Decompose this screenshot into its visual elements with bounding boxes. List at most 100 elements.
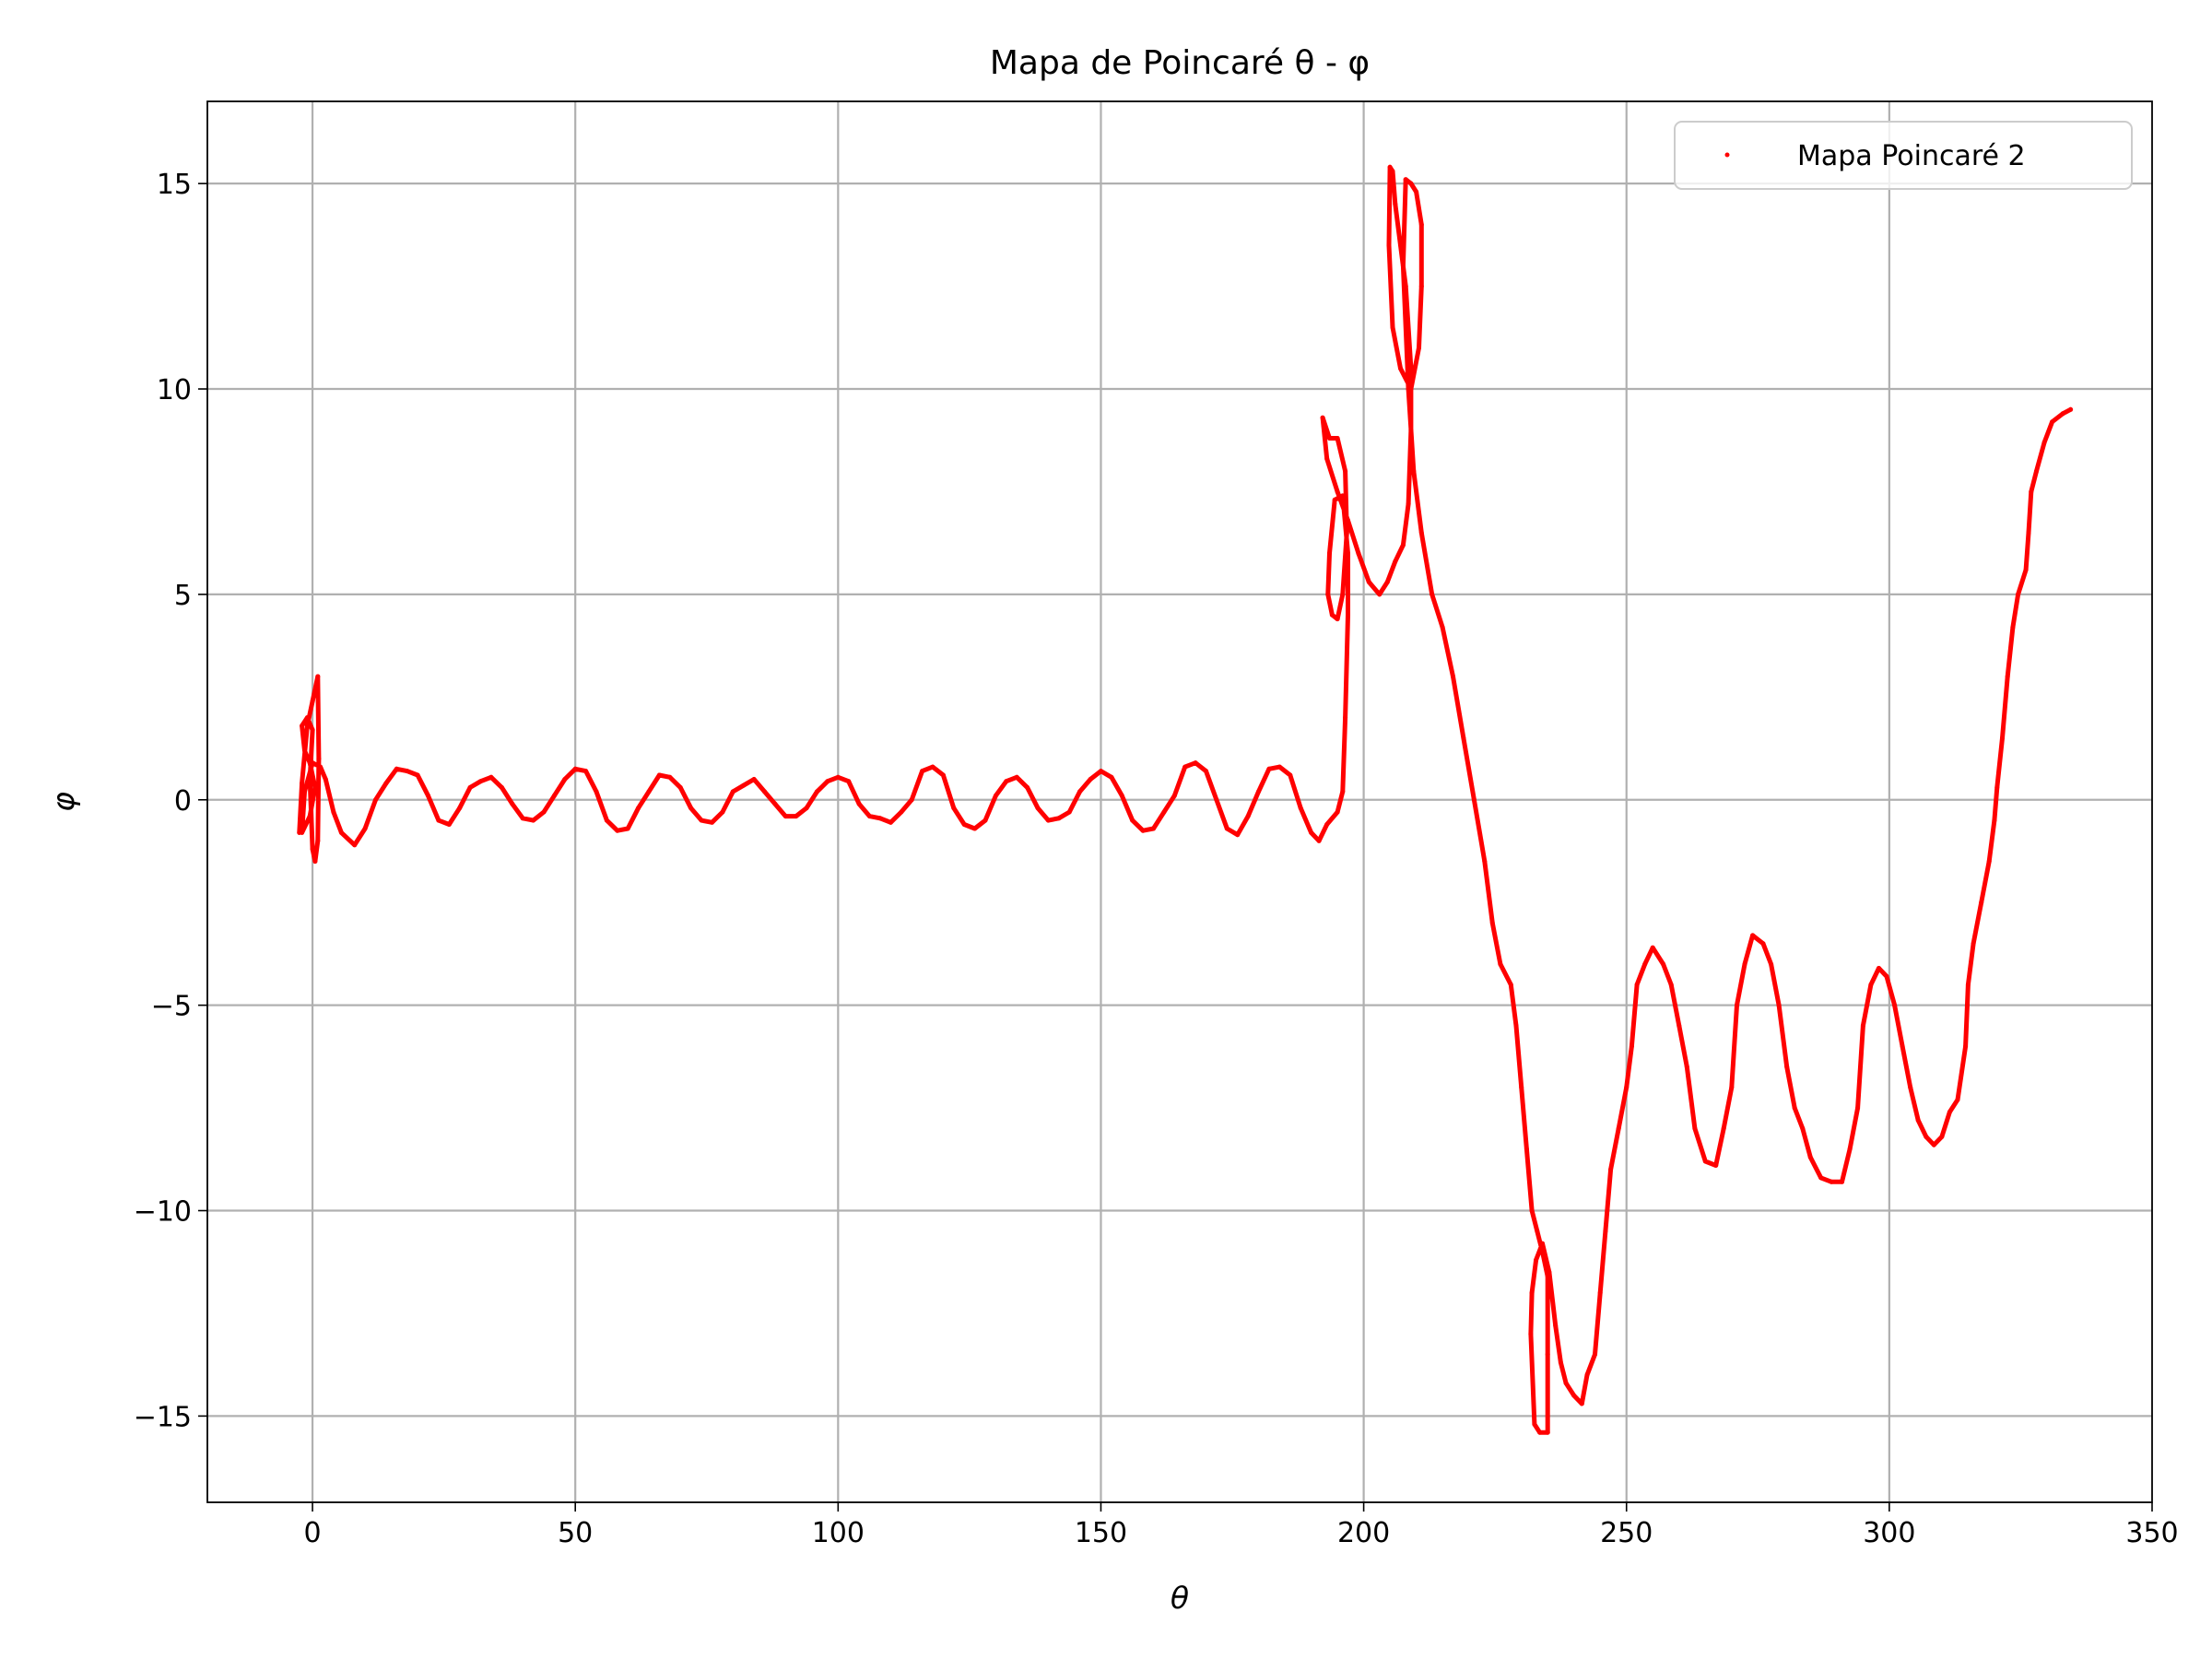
data-point xyxy=(710,819,714,825)
data-point xyxy=(762,789,767,794)
data-point xyxy=(1584,1372,1590,1378)
data-point xyxy=(1324,456,1330,462)
data-point xyxy=(1245,814,1251,819)
data-point xyxy=(1818,1175,1824,1181)
data-point xyxy=(867,814,872,819)
data-point xyxy=(1884,973,1889,979)
data-point xyxy=(1900,1043,1905,1049)
plot-frame xyxy=(206,100,2153,1503)
data-point xyxy=(415,772,420,778)
data-point xyxy=(1408,428,1414,433)
x-tick-label: 100 xyxy=(812,1517,865,1549)
data-point xyxy=(1519,1085,1524,1090)
data-point xyxy=(741,782,747,788)
data-point xyxy=(583,769,589,774)
data-point xyxy=(1366,580,1371,584)
data-point xyxy=(1335,436,1340,441)
data-point xyxy=(1482,859,1488,865)
data-point xyxy=(1346,612,1350,618)
data-point xyxy=(520,816,525,821)
data-point xyxy=(1729,1085,1735,1090)
data-point xyxy=(1403,177,1408,182)
data-point xyxy=(1563,1381,1569,1386)
data-point xyxy=(982,818,988,823)
data-point xyxy=(1965,982,1971,987)
data-point xyxy=(457,806,463,811)
data-point xyxy=(1840,1179,1844,1184)
data-point xyxy=(1398,242,1403,248)
data-point xyxy=(394,766,399,771)
data-point xyxy=(1800,1125,1806,1131)
data-point xyxy=(1634,982,1640,987)
data-point xyxy=(1045,818,1051,823)
data-point xyxy=(1099,769,1103,774)
data-point xyxy=(300,781,305,786)
data-point xyxy=(856,801,862,806)
data-point xyxy=(315,674,321,679)
data-point xyxy=(2060,411,2065,417)
data-point xyxy=(1343,468,1348,474)
data-point xyxy=(300,724,305,728)
data-point xyxy=(1014,774,1019,780)
data-point xyxy=(1963,1043,1969,1049)
x-tick-label: 350 xyxy=(2125,1517,2178,1549)
data-point xyxy=(572,766,578,771)
data-point xyxy=(1109,774,1114,780)
data-point xyxy=(1513,1023,1519,1029)
x-tick-label: 200 xyxy=(1337,1517,1390,1549)
data-point xyxy=(1161,809,1167,815)
data-point xyxy=(302,747,307,753)
data-point xyxy=(1868,982,1874,987)
data-point xyxy=(1151,826,1156,831)
data-point xyxy=(1784,1065,1790,1069)
data-point xyxy=(667,774,673,780)
data-point xyxy=(1408,181,1414,186)
data-point xyxy=(804,806,809,811)
x-tick-label: 50 xyxy=(558,1517,593,1549)
data-point xyxy=(1335,809,1340,815)
data-point xyxy=(1558,1359,1563,1365)
data-point xyxy=(1320,415,1325,420)
data-point xyxy=(825,779,830,784)
data-point xyxy=(993,793,998,798)
data-point xyxy=(1406,501,1411,507)
data-point xyxy=(551,793,557,798)
data-point xyxy=(1593,1352,1597,1357)
data-point xyxy=(1025,784,1030,790)
data-point xyxy=(1398,366,1403,371)
data-point xyxy=(656,772,662,778)
data-point xyxy=(625,826,630,831)
data-point xyxy=(1335,489,1340,494)
plot-series xyxy=(297,164,2074,1435)
data-point xyxy=(1677,1023,1682,1029)
data-point xyxy=(1418,530,1424,535)
data-point xyxy=(1508,982,1513,987)
data-point xyxy=(594,789,599,794)
data-point xyxy=(1325,592,1331,597)
data-point xyxy=(1400,542,1406,547)
data-point xyxy=(1769,961,1774,967)
data-point xyxy=(1742,961,1747,967)
data-point xyxy=(1540,1249,1545,1254)
data-point xyxy=(1182,764,1188,770)
data-point xyxy=(1430,592,1435,597)
y-tick-label: −15 xyxy=(134,1401,192,1433)
data-point xyxy=(1088,777,1093,782)
x-tick-label: 300 xyxy=(1863,1517,1915,1549)
data-point xyxy=(1540,1241,1545,1246)
data-point xyxy=(1035,806,1041,811)
data-point xyxy=(1077,789,1083,794)
data-point xyxy=(1335,617,1340,622)
y-tick-label: −5 xyxy=(151,991,192,1023)
data-point xyxy=(1393,201,1398,206)
data-point xyxy=(1807,1155,1813,1160)
data-point xyxy=(1971,941,1976,947)
data-point xyxy=(310,846,315,852)
data-point xyxy=(304,715,310,721)
data-point xyxy=(1140,828,1146,833)
data-point xyxy=(1498,961,1503,967)
data-point xyxy=(1529,1290,1535,1296)
data-point xyxy=(835,774,841,780)
data-point xyxy=(318,764,324,770)
data-point xyxy=(405,769,410,774)
